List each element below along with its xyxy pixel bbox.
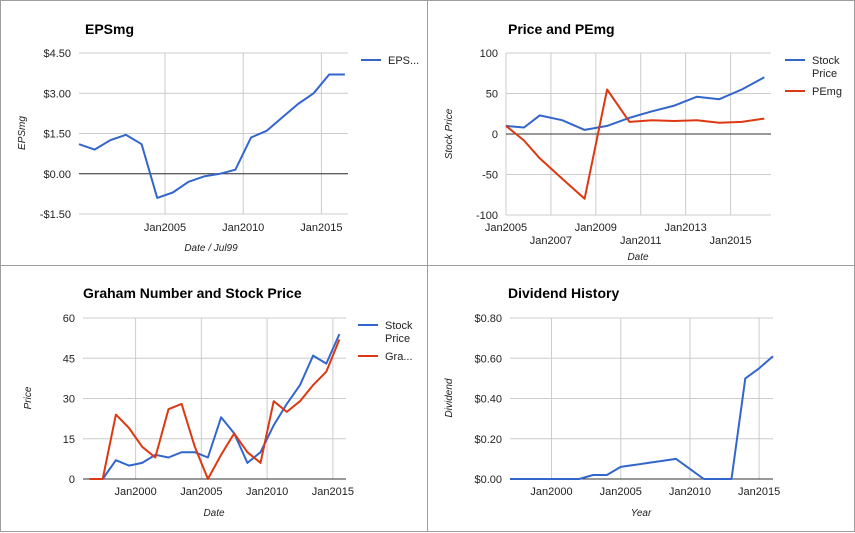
chart-title: Graham Number and Stock Price: [83, 285, 302, 301]
chart-svg: 0 15 30 45 60 Jan2000 Jan2005 Jan2010 Jan2015 Gra…: [1, 266, 429, 533]
x-tick-label: Jan2007: [530, 235, 572, 247]
x-tick-label: Jan2005: [144, 222, 186, 234]
y-tick-label: 15: [63, 434, 75, 446]
y-tick-label: -50: [482, 170, 498, 182]
y-tick-label: $3.00: [43, 88, 71, 100]
x-tick-label: Jan2015: [300, 222, 342, 234]
chart-panel-epsmg: -$1.50 $0.00 $1.50 $3.00 $4.50 Jan2005 Jan2010…: [0, 0, 428, 266]
chart-panel-dividend: $0.00 $0.20 $0.40 $0.60 $0.80 Jan2000 Jan2005 J…: [427, 265, 855, 532]
x-tick-label: Jan2005: [180, 486, 222, 498]
x-tick-label: Jan2000: [114, 486, 156, 498]
y-tick-label: $0.80: [474, 313, 502, 325]
chart-svg: -$1.50 $0.00 $1.50 $3.00 $4.50 Jan2005 Jan2010…: [1, 1, 429, 268]
y-tick-label: 0: [69, 474, 75, 486]
chart-panel-graham: 0 15 30 45 60 Jan2000 Jan2005 Jan2010 Jan2015 Gra…: [0, 265, 428, 532]
series-line-2: [90, 340, 340, 480]
chart-title: Price and PEmg: [508, 21, 615, 37]
y-tick-label: 50: [486, 89, 498, 101]
series-line-1: [510, 356, 773, 479]
y-tick-label: $0.00: [43, 169, 71, 181]
x-axis-label: Date: [203, 508, 225, 519]
y-axis-label: Dividend: [444, 378, 455, 417]
x-tick-label: Jan2010: [669, 486, 711, 498]
series-line-1: [90, 334, 340, 479]
y-tick-label: 0: [492, 129, 498, 141]
x-tick-label: Jan2005: [600, 486, 642, 498]
legend-label: PEmg: [812, 86, 842, 98]
x-axis-label: Date / Jul99: [184, 243, 238, 254]
x-axis-label: Date: [627, 252, 649, 263]
y-axis-label: Price: [23, 386, 34, 409]
y-tick-label: 100: [480, 48, 498, 60]
y-tick-label: -$1.50: [40, 209, 71, 221]
y-axis-label: EPSmg: [17, 116, 28, 150]
y-tick-label: $0.00: [474, 474, 502, 486]
x-tick-label: Jan2011: [620, 235, 661, 247]
y-tick-label: 45: [63, 353, 75, 365]
x-tick-label: Jan2010: [222, 222, 264, 234]
x-tick-label: Jan2009: [575, 222, 617, 234]
x-tick-label: Jan2015: [709, 235, 751, 247]
x-tick-label: Jan2005: [485, 222, 527, 234]
y-tick-label: $4.50: [43, 48, 71, 60]
x-tick-label: Jan2015: [312, 486, 354, 498]
legend-label: Gra...: [385, 351, 413, 363]
series-line-2: [506, 90, 764, 199]
x-tick-label: Jan2015: [738, 486, 780, 498]
y-tick-label: 30: [63, 394, 75, 406]
x-axis-label: Year: [631, 508, 652, 519]
y-tick-label: $0.60: [474, 353, 502, 365]
chart-title: EPSmg: [85, 21, 134, 37]
y-tick-label: $0.40: [474, 394, 502, 406]
y-tick-label: 60: [63, 313, 75, 325]
y-tick-label: -100: [476, 210, 498, 222]
chart-title: Dividend History: [508, 285, 619, 301]
x-tick-label: Jan2010: [246, 486, 288, 498]
legend-label: EPS...: [388, 55, 419, 67]
x-tick-label: Jan2000: [530, 486, 572, 498]
y-axis-label: Stock Price: [444, 108, 455, 159]
chart-svg: -100-50050100Jan2005Jan2007Jan2009Jan201…: [428, 1, 855, 268]
y-tick-label: $0.20: [474, 434, 502, 446]
y-tick-label: $1.50: [43, 129, 71, 141]
x-tick-label: Jan2013: [665, 222, 707, 234]
chart-svg: $0.00 $0.20 $0.40 $0.60 $0.80 Jan2000 Jan2005 J…: [428, 266, 855, 533]
